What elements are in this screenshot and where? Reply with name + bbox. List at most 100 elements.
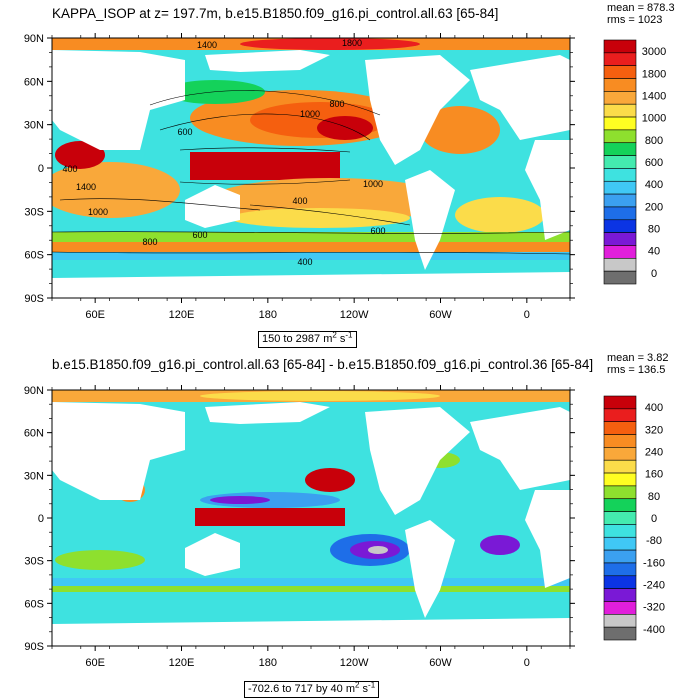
top-colorbar-swatch — [603, 52, 637, 66]
top-colorbar-label: 1400 — [642, 90, 666, 102]
top-mean: mean = 878.3 — [607, 2, 675, 14]
top-colorbar-swatch — [603, 168, 637, 182]
top-clabel: 1800 — [342, 38, 362, 48]
bottom-units-exp-2: -1 — [368, 680, 376, 690]
top-natl — [420, 106, 500, 154]
bottom-colorbar-swatch — [603, 614, 637, 628]
top-land-antarctica — [52, 272, 570, 298]
top-so-blue — [52, 252, 570, 260]
bottom-colorbar-label: 320 — [645, 424, 663, 436]
bottom-spac-gray — [368, 546, 388, 554]
top-xtick-label: 120W — [340, 309, 369, 321]
bottom-colorbar-swatch — [603, 562, 637, 577]
bottom-satl-purple — [480, 535, 520, 555]
top-colorbar-swatch — [603, 193, 637, 208]
top-xtick-label: 120E — [169, 309, 195, 321]
top-colorbar-label: 400 — [645, 179, 663, 191]
bottom-colorbar-swatch — [603, 485, 637, 500]
top-contour-7 — [52, 231, 570, 234]
top-land — [52, 50, 570, 298]
top-indian — [52, 162, 180, 218]
top-axes: 90N 60N 30N 0 30S 60S 90S 60E 120E 180 120W 60W 0 — [24, 33, 575, 321]
bottom-colorbar-label: -320 — [643, 602, 665, 614]
top-contour-4 — [179, 179, 351, 185]
bottom-colorbar-swatch — [603, 626, 637, 641]
top-ytick-label: 30N — [24, 120, 44, 132]
top-xtick-label: 180 — [259, 309, 277, 321]
bottom-stats: mean = 3.82 rms = 136.5 — [607, 352, 668, 376]
top-colorbar-swatch — [603, 155, 637, 169]
top-clabel: 1000 — [300, 109, 320, 119]
top-colorbar-label: 1800 — [642, 68, 666, 80]
bottom-range-text: -702.6 to 717 by 40 — [248, 683, 343, 695]
bottom-colorbar-swatch — [603, 447, 637, 461]
top-ytick-label: 60S — [24, 250, 44, 262]
bottom-xtick-label: 180 — [259, 657, 277, 669]
bottom-colorbar-swatch — [603, 524, 637, 538]
bottom-colorbar-label: 80 — [648, 491, 660, 503]
top-colorbar-label: 200 — [645, 201, 663, 213]
top-so-green — [52, 232, 570, 242]
top-chart-title: KAPPA_ISOP at z= 197.7m, b.e15.B1850.f09… — [52, 6, 499, 21]
bottom-land — [52, 402, 570, 646]
top-spac-south — [230, 208, 410, 228]
bottom-colorbar-label: 240 — [645, 446, 663, 458]
bottom-eq-purple — [210, 496, 270, 504]
bottom-colorbar-swatch — [603, 498, 637, 512]
top-colorbar-label: 80 — [648, 224, 660, 236]
top-land-australia — [185, 185, 240, 228]
bottom-colorbar-label: 400 — [645, 402, 663, 414]
top-land-siberia — [205, 50, 330, 72]
top-ytick-label: 30S — [24, 206, 44, 218]
top-ytick-label: 0 — [38, 163, 44, 175]
top-panel: KAPPA_ISOP at z= 197.7m, b.e15.B1850.f09… — [24, 2, 675, 348]
top-xtick-label: 0 — [524, 309, 530, 321]
top-clabel: 1000 — [88, 207, 108, 217]
top-rms: rms = 1023 — [607, 14, 663, 26]
top-field: 1400 1800 1000 800 600 400 1400 1000 800… — [52, 38, 570, 298]
top-clabel: 1000 — [363, 179, 383, 189]
top-ytick-label: 60N — [24, 76, 44, 88]
bottom-colorbar-swatch — [603, 575, 637, 589]
bottom-so-blue — [52, 578, 570, 586]
bottom-npac-red — [305, 468, 355, 492]
top-map-svg: 1400 1800 1000 800 600 400 1400 1000 800… — [24, 33, 666, 321]
top-units-exp-1: 2 — [332, 330, 337, 340]
bottom-arctic-yellow — [200, 391, 440, 401]
bottom-range-box: -702.6 to 717 by 40 m2 s-1 — [244, 680, 380, 698]
top-colorbar-label: 1000 — [642, 113, 666, 125]
top-stats: mean = 878.3 rms = 1023 — [607, 2, 675, 26]
bottom-colorbar-swatch — [603, 472, 637, 487]
top-clabel: 400 — [292, 196, 307, 206]
top-contour-5 — [59, 198, 261, 211]
bottom-colorbar-label: 160 — [645, 469, 663, 481]
top-land-asia — [52, 50, 185, 150]
bottom-colorbar-swatch — [603, 588, 637, 602]
top-colorbar-swatch — [603, 129, 637, 144]
top-colorbar-swatch — [603, 232, 637, 246]
top-units-mid: s — [336, 333, 346, 345]
top-colorbar-swatch — [603, 91, 637, 105]
top-clabel: 600 — [177, 127, 192, 137]
bottom-ytick-label: 0 — [38, 513, 44, 525]
top-colorbar-swatch — [603, 65, 637, 79]
bottom-colorbar-swatch — [603, 549, 637, 564]
top-colorbar-label: 600 — [645, 157, 663, 169]
top-colorbar-label: 3000 — [642, 46, 666, 58]
top-colorbar-swatch — [603, 78, 637, 92]
top-eq-pacific — [190, 152, 340, 180]
top-clabel: 1400 — [76, 182, 96, 192]
top-xtick-label: 60E — [85, 309, 105, 321]
bottom-xtick-label: 120E — [169, 657, 195, 669]
top-colorbar-swatch — [603, 270, 637, 285]
bottom-map-svg: 90N 60N 30N 0 30S 60S 90S 60E 120E 180 120W 60W 0 40… — [24, 385, 665, 669]
top-land-namerica — [365, 55, 470, 165]
bottom-colorbar-swatch — [603, 601, 637, 615]
top-clabel: 800 — [142, 237, 157, 247]
top-ytick-label: 90S — [24, 293, 44, 305]
bottom-xtick-label: 60E — [85, 657, 105, 669]
bottom-ytick-label: 30S — [24, 556, 44, 568]
bottom-colorbar-label: -80 — [646, 535, 662, 547]
bottom-eq-red — [195, 508, 345, 526]
top-arctic-max — [240, 38, 420, 50]
